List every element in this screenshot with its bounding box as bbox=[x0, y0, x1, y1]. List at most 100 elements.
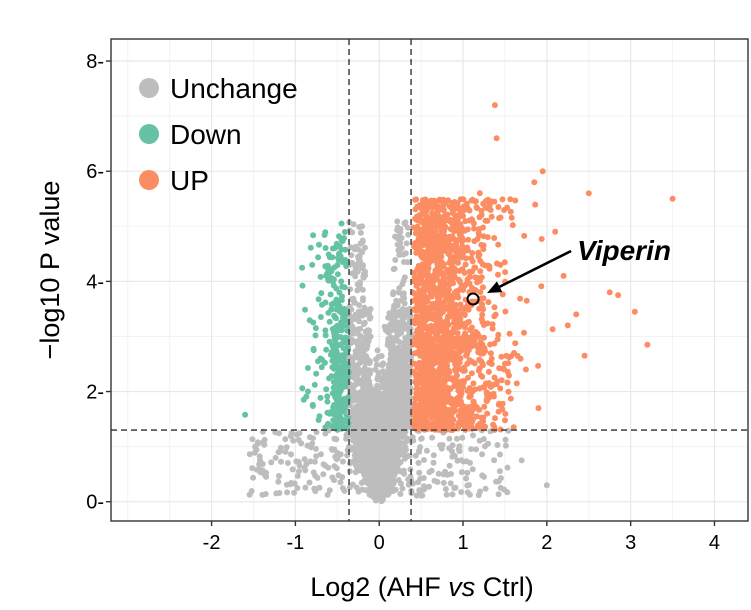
data-point bbox=[484, 234, 491, 241]
data-point bbox=[464, 489, 471, 496]
data-point bbox=[429, 300, 436, 307]
data-point bbox=[349, 259, 356, 266]
data-point bbox=[361, 373, 368, 380]
data-point bbox=[355, 404, 362, 411]
data-point bbox=[397, 229, 404, 236]
data-point bbox=[431, 271, 438, 278]
data-point bbox=[353, 484, 360, 491]
data-point bbox=[396, 458, 403, 465]
data-point bbox=[521, 329, 527, 336]
data-point bbox=[424, 242, 431, 249]
data-point bbox=[358, 398, 365, 405]
data-point bbox=[494, 336, 501, 343]
data-point bbox=[360, 421, 367, 428]
data-point bbox=[356, 318, 362, 325]
data-point bbox=[351, 246, 358, 253]
data-point bbox=[376, 479, 383, 486]
data-point bbox=[322, 430, 329, 437]
data-point bbox=[480, 284, 486, 291]
data-point bbox=[476, 333, 483, 340]
data-point bbox=[394, 218, 401, 225]
data-point bbox=[390, 313, 397, 320]
data-point bbox=[352, 273, 359, 280]
data-point bbox=[475, 492, 482, 499]
data-point bbox=[447, 385, 454, 392]
data-point bbox=[371, 423, 378, 430]
data-point bbox=[415, 227, 421, 234]
data-point bbox=[435, 426, 442, 433]
data-point bbox=[462, 324, 468, 331]
data-point bbox=[479, 319, 486, 326]
data-point bbox=[283, 444, 290, 451]
data-point bbox=[479, 261, 486, 268]
data-point bbox=[354, 429, 361, 436]
data-point bbox=[480, 200, 487, 207]
data-point bbox=[446, 435, 453, 442]
data-point bbox=[489, 321, 496, 328]
data-point bbox=[390, 408, 396, 415]
data-point bbox=[386, 310, 393, 317]
data-point bbox=[425, 287, 432, 293]
data-point bbox=[392, 257, 399, 263]
data-point bbox=[391, 335, 398, 342]
data-point bbox=[462, 261, 469, 268]
data-point bbox=[471, 360, 478, 367]
data-point bbox=[430, 452, 437, 459]
data-point bbox=[369, 478, 375, 485]
data-point bbox=[361, 319, 368, 326]
data-point bbox=[495, 491, 502, 498]
data-point bbox=[461, 310, 468, 317]
data-point bbox=[293, 458, 300, 465]
data-point bbox=[356, 302, 363, 309]
data-point bbox=[341, 339, 347, 346]
data-point bbox=[376, 460, 383, 467]
data-point bbox=[360, 274, 367, 281]
data-point bbox=[510, 424, 517, 431]
data-point bbox=[442, 486, 449, 492]
data-point bbox=[364, 402, 371, 409]
data-point bbox=[349, 229, 356, 236]
data-point bbox=[505, 360, 512, 367]
data-point bbox=[464, 387, 471, 394]
data-point bbox=[472, 198, 479, 205]
data-point bbox=[288, 430, 295, 436]
data-point bbox=[436, 315, 443, 322]
data-point bbox=[360, 355, 367, 362]
data-point bbox=[396, 246, 403, 253]
data-point bbox=[549, 326, 556, 333]
data-point bbox=[379, 362, 386, 369]
data-point bbox=[288, 451, 294, 458]
data-point bbox=[396, 319, 403, 326]
data-point bbox=[357, 308, 364, 315]
data-point bbox=[513, 380, 520, 387]
data-point bbox=[306, 479, 313, 486]
data-point bbox=[320, 471, 327, 478]
data-point bbox=[378, 466, 385, 473]
data-point bbox=[350, 295, 357, 302]
data-point bbox=[494, 442, 501, 448]
data-point bbox=[384, 451, 391, 458]
data-point bbox=[505, 427, 512, 434]
data-point bbox=[389, 364, 396, 371]
data-point bbox=[312, 445, 319, 452]
data-point bbox=[453, 368, 460, 375]
data-point bbox=[429, 316, 436, 322]
data-point bbox=[419, 492, 426, 499]
data-point bbox=[487, 350, 494, 357]
data-point bbox=[447, 236, 453, 243]
data-point bbox=[501, 259, 508, 266]
data-point bbox=[476, 251, 483, 258]
data-point bbox=[412, 206, 419, 213]
data-point bbox=[452, 313, 459, 320]
data-point bbox=[430, 459, 437, 466]
data-point bbox=[499, 196, 506, 203]
data-point bbox=[470, 331, 476, 338]
data-point bbox=[404, 306, 411, 313]
data-point bbox=[339, 458, 346, 465]
data-point bbox=[495, 271, 501, 278]
data-point bbox=[538, 283, 545, 290]
data-point bbox=[394, 370, 401, 377]
data-point bbox=[469, 418, 476, 425]
data-point bbox=[353, 262, 360, 269]
data-point bbox=[443, 491, 450, 498]
